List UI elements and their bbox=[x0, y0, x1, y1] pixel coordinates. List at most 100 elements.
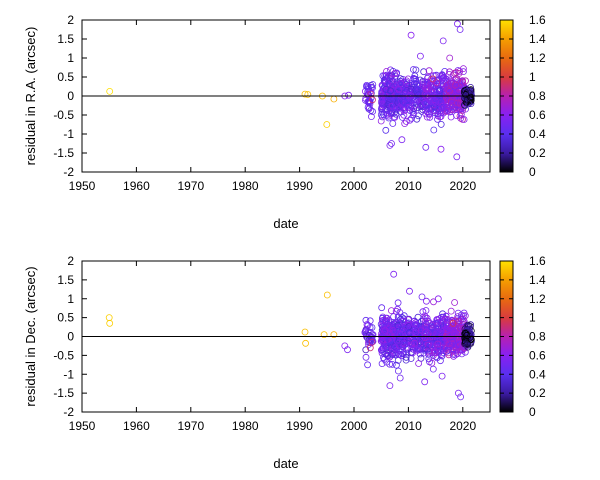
colorbar-tick-label: 0.6 bbox=[529, 108, 546, 122]
data-point bbox=[320, 331, 328, 339]
data-point bbox=[459, 315, 467, 323]
data-point bbox=[429, 75, 437, 83]
data-point bbox=[395, 342, 403, 350]
data-point bbox=[388, 102, 396, 110]
data-point bbox=[384, 101, 392, 108]
data-point bbox=[398, 314, 406, 321]
data-point bbox=[435, 105, 443, 113]
data-point bbox=[451, 299, 459, 306]
data-point bbox=[434, 340, 442, 348]
data-point bbox=[444, 346, 452, 354]
data-point bbox=[397, 346, 404, 354]
data-point bbox=[365, 341, 373, 348]
data-point bbox=[418, 293, 426, 301]
data-point bbox=[381, 326, 389, 334]
x-tick-label: 1960 bbox=[123, 419, 150, 433]
colorbar-tick-label: 0.4 bbox=[529, 367, 546, 381]
data-point bbox=[423, 84, 431, 92]
data-point bbox=[457, 111, 465, 118]
data-point bbox=[433, 327, 441, 335]
x-tick-label: 1970 bbox=[177, 179, 204, 193]
data-point bbox=[424, 341, 432, 349]
data-point bbox=[386, 141, 394, 149]
data-point bbox=[437, 121, 445, 128]
data-point bbox=[396, 104, 404, 112]
data-point bbox=[455, 341, 463, 349]
data-point bbox=[414, 313, 422, 321]
data-point bbox=[390, 342, 398, 350]
colorbar-tick-label: 0.8 bbox=[529, 89, 546, 103]
data-point bbox=[386, 382, 394, 390]
data-point bbox=[422, 143, 430, 151]
data-point bbox=[378, 304, 386, 312]
data-point bbox=[422, 297, 430, 305]
data-point bbox=[464, 343, 472, 351]
data-point bbox=[450, 327, 458, 335]
data-point bbox=[366, 100, 374, 107]
data-point bbox=[402, 353, 410, 361]
y-tick-label: -0.5 bbox=[53, 108, 74, 122]
data-point bbox=[330, 95, 338, 103]
y-tick-label: 0 bbox=[67, 330, 74, 344]
data-point bbox=[414, 112, 422, 120]
data-point bbox=[402, 118, 410, 125]
data-point bbox=[420, 68, 428, 76]
data-point bbox=[364, 104, 372, 111]
y-tick-label: -2 bbox=[63, 165, 74, 179]
data-point bbox=[421, 312, 429, 320]
data-point bbox=[410, 74, 418, 82]
data-point bbox=[456, 324, 464, 332]
data-point bbox=[433, 79, 441, 87]
data-point bbox=[450, 330, 458, 338]
data-point bbox=[448, 100, 456, 108]
y-tick-label: 0.5 bbox=[57, 70, 74, 84]
data-point bbox=[449, 89, 457, 96]
x-tick-label: 2010 bbox=[395, 419, 422, 433]
data-point bbox=[433, 316, 441, 324]
data-point bbox=[467, 94, 475, 101]
data-point bbox=[446, 54, 454, 62]
data-point bbox=[365, 331, 373, 339]
data-point bbox=[407, 31, 415, 39]
colorbar-tick-label: 1.4 bbox=[529, 273, 546, 287]
data-point bbox=[378, 105, 385, 113]
data-point bbox=[459, 68, 467, 75]
data-point bbox=[378, 349, 386, 357]
data-point bbox=[445, 340, 453, 348]
y-tick-label: 1.5 bbox=[57, 273, 74, 287]
data-point bbox=[449, 338, 457, 346]
colorbar-tick-label: 1.6 bbox=[529, 13, 546, 27]
data-point bbox=[398, 334, 406, 342]
panel-dec: 1950 1960 1970 1980 1990 2000 2010 2020-2-1.5-1… bbox=[23, 254, 546, 471]
colorbar-tick-label: 0.4 bbox=[529, 127, 546, 141]
colorbar-tick-label: 0.2 bbox=[529, 146, 546, 160]
data-point bbox=[419, 308, 427, 316]
x-tick-label: 2020 bbox=[449, 419, 476, 433]
data-point bbox=[463, 331, 471, 339]
data-point bbox=[386, 72, 394, 80]
x-tick-label: 1950 bbox=[69, 179, 96, 193]
y-tick-label: 2 bbox=[67, 254, 74, 268]
data-point bbox=[443, 347, 451, 355]
data-point bbox=[369, 337, 377, 345]
y-tick-label: 1.5 bbox=[57, 32, 74, 46]
data-point bbox=[423, 92, 430, 99]
data-point bbox=[413, 87, 421, 95]
x-tick-label: 1980 bbox=[232, 179, 259, 193]
data-point bbox=[382, 126, 390, 134]
data-point bbox=[395, 339, 403, 347]
data-point bbox=[367, 82, 375, 89]
data-point bbox=[465, 100, 472, 108]
colorbar-tick-label: 0.2 bbox=[529, 386, 546, 400]
data-point bbox=[452, 81, 459, 89]
colorbar-tick-label: 0 bbox=[529, 165, 536, 179]
data-point bbox=[425, 355, 433, 363]
data-point bbox=[381, 318, 389, 326]
y-tick-label: 0 bbox=[67, 89, 74, 103]
data-point bbox=[435, 323, 443, 331]
data-point bbox=[411, 339, 419, 347]
data-point bbox=[301, 328, 309, 336]
data-point bbox=[383, 314, 391, 322]
data-point bbox=[323, 291, 331, 299]
data-points bbox=[105, 270, 475, 401]
